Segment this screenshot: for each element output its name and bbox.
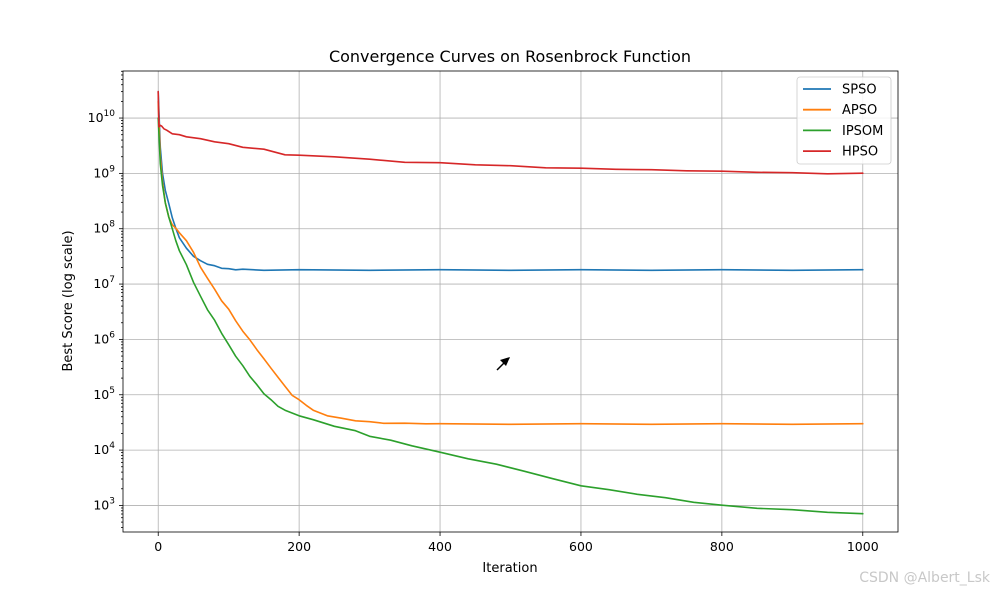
series-lines [157, 90, 864, 515]
series-line-ipsom [157, 117, 864, 515]
legend-label-ipsom: IPSOM [842, 124, 883, 139]
y-tick-label: 103 [93, 496, 115, 512]
chart-title: Convergence Curves on Rosenbrock Functio… [329, 47, 691, 66]
legend-label-hpso: HPSO [842, 145, 878, 160]
y-tick-label: 105 [93, 386, 115, 402]
x-tick-label: 200 [287, 539, 311, 554]
mouse-cursor-icon [496, 357, 510, 371]
watermark: CSDN @Albert_Lsk [859, 570, 991, 586]
y-tick-label: 104 [93, 441, 115, 457]
grid [123, 71, 898, 532]
series-line-hpso [157, 90, 864, 175]
legend-label-spso: SPSO [842, 83, 877, 98]
x-tick-label: 800 [710, 539, 734, 554]
plot-frame [122, 70, 899, 533]
y-tick-label: 107 [93, 275, 115, 291]
x-tick-label: 0 [154, 539, 162, 554]
y-tick-label: 108 [93, 220, 115, 236]
series-line-apso [157, 100, 864, 426]
axis-ticks: 0 200 400 600 800 1000 103 104 105 106 107 108 109 10… [88, 70, 879, 554]
x-axis-label: Iteration [482, 561, 537, 576]
series-line-spso [157, 90, 864, 272]
x-tick-label: 400 [428, 539, 452, 554]
legend-box [796, 76, 892, 165]
x-tick-label: 1000 [847, 539, 879, 554]
y-axis-label: Best Score (log scale) [61, 230, 76, 371]
y-tick-label: 109 [93, 164, 115, 180]
y-tick-label: 106 [93, 330, 115, 346]
x-tick-label: 600 [569, 539, 593, 554]
legend: SPSO APSO IPSOM HPSO [796, 76, 892, 165]
legend-label-apso: APSO [842, 103, 877, 118]
y-tick-label: 1010 [88, 109, 116, 125]
